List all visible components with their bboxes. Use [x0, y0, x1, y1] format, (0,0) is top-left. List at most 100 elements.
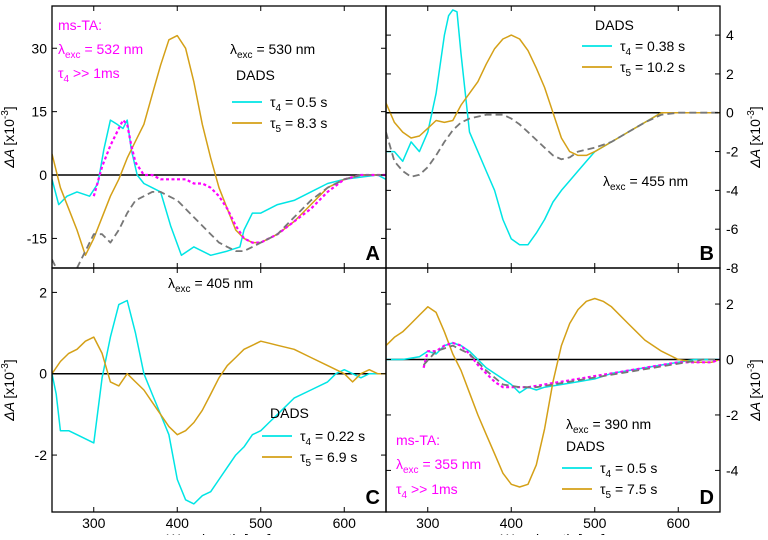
y-axis-label: ΔA [x10-3] [0, 359, 17, 421]
legend-tau-value: = 7.5 s [611, 481, 657, 497]
ms-ta-tau-sub: 4 [402, 490, 408, 501]
excitation-label-value: = 530 nm [253, 41, 316, 57]
excitation-label-lambda: λ [230, 41, 237, 57]
legend-tau-sym: τ [300, 428, 306, 444]
panel-C: 300 400 500 600 Wavelength [nm] -2 0 2 ΔA [x10-3… [0, 267, 387, 540]
ms-ta-excitation-value: = 355 nm [419, 456, 482, 472]
legend-tau-sub: 5 [606, 490, 612, 501]
legend-tau-value: = 0.5 s [611, 460, 657, 476]
legend-tau-sym: τ [620, 59, 626, 75]
legend-tau-sym: τ [300, 449, 306, 465]
y-tick-label: 4 [726, 27, 734, 43]
x-tick-label: 500 [249, 515, 273, 531]
legend-tau-value: = 8.3 s [281, 115, 327, 131]
legend-tau-value: = 10.2 s [631, 59, 685, 75]
dads-label: DADS [566, 438, 605, 454]
excitation-label-lambda: λ [168, 275, 175, 291]
y-axis-open: [x10 [1, 119, 17, 146]
excitation-label: λexc = 390 nm [566, 416, 651, 436]
y-tick-label: 0 [39, 366, 47, 382]
y-axis-close: ] [747, 359, 763, 363]
x-tick-label: 300 [82, 515, 106, 531]
y-axis-exp: -3 [746, 110, 757, 119]
y-tick-label: -4 [726, 182, 739, 198]
y-tick-label: 2 [726, 296, 734, 312]
legend-tau-value: = 6.9 s [311, 449, 357, 465]
x-tick-label: 600 [333, 515, 357, 531]
x-axis-label: Wavelength [nm] [501, 531, 606, 535]
x-tick-label: 500 [583, 515, 607, 531]
ms-ta-tau: τ4 >> 1ms [396, 481, 458, 501]
y-axis-exp: -3 [0, 110, 11, 119]
legend-label-tau4: τ4 = 0.5 s [270, 94, 327, 114]
legend-tau-sym: τ [620, 38, 626, 54]
y-tick-label: 0 [39, 167, 47, 183]
excitation-label-lambda: λ [603, 173, 610, 189]
ms-ta-excitation: λexc = 355 nm [396, 456, 481, 476]
x-tick-label: 600 [667, 515, 691, 531]
series-tau4 [52, 299, 386, 505]
ms-ta-excitation: λexc = 532 nm [58, 41, 143, 61]
ms-ta-label: ms-TA: [396, 432, 440, 448]
ms-ta-tau-sub: 4 [64, 74, 70, 85]
ms-ta-tau: τ4 >> 1ms [58, 65, 120, 85]
series-ms-TA [92, 118, 386, 244]
x-tick-label: 400 [500, 515, 524, 531]
legend-tau-sub: 4 [606, 469, 612, 480]
legend-tau-value: = 0.38 s [631, 38, 685, 54]
y-tick-label: -2 [35, 447, 48, 463]
excitation-label: λexc = 455 nm [603, 173, 688, 193]
excitation-label-value: = 405 nm [191, 275, 254, 291]
excitation-label-sub: exc [175, 284, 191, 295]
y-axis-open: [x10 [1, 372, 17, 399]
legend-label-tau5: τ5 = 6.9 s [300, 449, 357, 469]
y-axis-open: [x10 [747, 119, 763, 146]
series-dashed [422, 344, 720, 389]
x-axis-label: Wavelength [nm] [167, 531, 272, 535]
series-group [386, 9, 720, 246]
ms-ta-excitation-lambda: λ [396, 456, 403, 472]
panel-frame [51, 267, 387, 513]
y-axis-var: ΔA [1, 146, 17, 169]
legend-tau-sym: τ [270, 94, 276, 110]
excitation-label: λexc = 405 nm [168, 275, 253, 295]
legend-label-tau5: τ5 = 7.5 s [600, 481, 657, 501]
y-axis-var: ΔA [747, 399, 763, 422]
y-tick-label: -2 [726, 407, 739, 423]
y-tick-label: 15 [31, 104, 47, 120]
y-axis-label: ΔA [x10-3] [0, 106, 17, 168]
series-tau5 [52, 34, 386, 257]
legend-tau-sub: 4 [306, 437, 312, 448]
panel-letter: A [366, 243, 380, 265]
y-tick-label: -4 [726, 462, 739, 478]
legend-tau-sym: τ [600, 481, 606, 497]
y-tick-label: 0 [726, 105, 734, 121]
excitation-label: λexc = 530 nm [230, 41, 315, 61]
panel-letter: D [700, 487, 714, 509]
y-tick-label: -2 [726, 144, 739, 160]
y-tick-label: 30 [31, 40, 47, 56]
series-tau5 [386, 34, 720, 157]
y-tick-label: 2 [39, 284, 47, 300]
excitation-label-sub: exc [610, 182, 626, 193]
y-tick-label: -15 [27, 230, 47, 246]
ms-ta-tau-sym: τ [58, 65, 64, 81]
ms-ta-tau-rest: >> 1ms [69, 65, 120, 81]
y-axis-close: ] [1, 106, 17, 110]
legend-tau-sub: 5 [276, 124, 282, 135]
series-tau5 [386, 297, 720, 488]
dads-label: DADS [270, 405, 309, 421]
ms-ta-tau-rest: >> 1ms [407, 481, 458, 497]
ms-ta-excitation-lambda: λ [58, 41, 65, 57]
panel-letter: B [700, 243, 714, 265]
ms-ta-tau-sym: τ [396, 481, 402, 497]
ms-ta-excitation-sub: exc [65, 50, 81, 61]
panel-letter: C [366, 487, 380, 509]
dads-label: DADS [236, 67, 275, 83]
excitation-label-lambda: λ [566, 416, 573, 432]
y-axis-exp: -3 [746, 363, 757, 372]
y-tick-label: -6 [726, 221, 739, 237]
legend-tau-sym: τ [270, 115, 276, 131]
legend-tau-value: = 0.5 s [281, 94, 327, 110]
